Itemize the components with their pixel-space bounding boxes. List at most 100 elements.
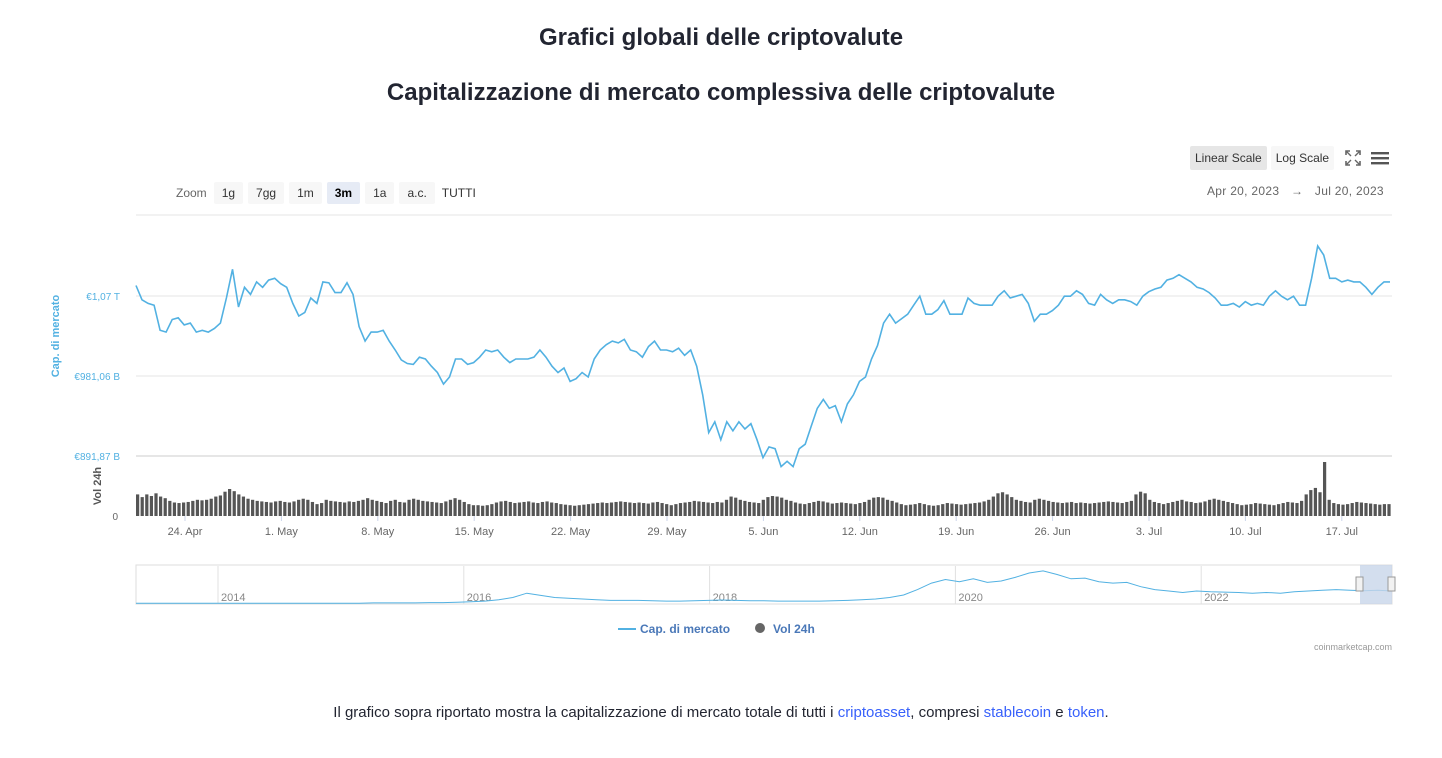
linear-scale-button[interactable]: Linear Scale bbox=[1190, 146, 1267, 170]
volume-bar bbox=[890, 500, 894, 516]
volume-bar bbox=[899, 504, 903, 516]
volume-bar bbox=[1290, 502, 1294, 516]
link-cryptoassets[interactable]: criptoasset bbox=[837, 704, 911, 721]
volume-bar bbox=[605, 503, 609, 516]
volume-bar bbox=[1065, 502, 1069, 516]
volume-bar bbox=[467, 504, 471, 516]
zoom-all-button[interactable]: TUTTI bbox=[441, 186, 476, 200]
volume-bar bbox=[862, 501, 867, 516]
fullscreen-icon[interactable] bbox=[1343, 148, 1363, 168]
volume-bar bbox=[453, 498, 457, 516]
volume-bar bbox=[1161, 504, 1166, 516]
volume-bar bbox=[145, 494, 149, 516]
volume-bar bbox=[1258, 503, 1262, 516]
volume-bar bbox=[444, 501, 448, 516]
volume-bar bbox=[356, 500, 361, 516]
x-tick-label: 10. Jul bbox=[1229, 526, 1261, 538]
volume-bar bbox=[1217, 499, 1221, 516]
volume-bar bbox=[531, 502, 535, 516]
volume-bar bbox=[1069, 501, 1074, 516]
volume-bar bbox=[830, 503, 834, 516]
navigator-left-handle[interactable] bbox=[1355, 576, 1364, 592]
navigator-right-handle[interactable] bbox=[1387, 576, 1396, 592]
volume-bar bbox=[766, 497, 770, 516]
log-scale-button[interactable]: Log Scale bbox=[1270, 146, 1335, 170]
navigator-year-label: 2018 bbox=[713, 592, 737, 604]
volume-bar bbox=[568, 505, 572, 516]
volume-bar bbox=[747, 501, 752, 516]
volume-bar bbox=[1010, 497, 1014, 516]
zoom-7d-button[interactable]: 7gg bbox=[248, 182, 285, 204]
volume-bar bbox=[674, 504, 678, 516]
x-tick-label: 24. Apr bbox=[168, 526, 203, 538]
volume-bar bbox=[136, 494, 140, 516]
volume-bar bbox=[287, 502, 292, 516]
volume-bar bbox=[1051, 501, 1055, 516]
volume-bar bbox=[301, 498, 305, 516]
range-to-input[interactable]: Jul 20, 2023 bbox=[1314, 184, 1384, 198]
zoom-1y-button[interactable]: 1a bbox=[365, 182, 395, 204]
x-tick-label: 3. Jul bbox=[1136, 526, 1162, 538]
zoom-1d-button[interactable]: 1g bbox=[213, 182, 244, 204]
volume-bar bbox=[260, 501, 264, 516]
zoom-ytd-button[interactable]: a.c. bbox=[399, 182, 435, 204]
volume-bar bbox=[1023, 501, 1028, 516]
volume-zero-label: 0 bbox=[112, 512, 118, 523]
chart-credit[interactable]: coinmarketcap.com bbox=[1313, 642, 1392, 652]
volume-bar bbox=[1221, 500, 1225, 516]
volume-bar bbox=[655, 501, 660, 516]
volume-bar bbox=[536, 503, 540, 516]
description-text: Il grafico sopra riportato mostra la cap… bbox=[333, 704, 838, 721]
volume-bar bbox=[1369, 503, 1373, 516]
link-stablecoin[interactable]: stablecoin bbox=[983, 704, 1052, 721]
volume-bar bbox=[352, 501, 356, 516]
legend-item-volume[interactable]: Vol 24h bbox=[773, 622, 815, 636]
volume-bar bbox=[1318, 492, 1322, 516]
volume-bar bbox=[292, 501, 296, 516]
x-tick-label: 5. Jun bbox=[748, 526, 778, 538]
legend-item-market-cap[interactable]: Cap. di mercato bbox=[640, 622, 730, 636]
navigator-year-label: 2020 bbox=[958, 592, 982, 604]
navigator-year-grid: 2014 2016 2018 2020 2022 bbox=[217, 566, 1229, 604]
volume-bar bbox=[1226, 501, 1230, 516]
volume-bar bbox=[757, 503, 761, 516]
volume-bar bbox=[1079, 502, 1083, 516]
volume-bar bbox=[1198, 502, 1202, 516]
volume-bar bbox=[1005, 494, 1009, 516]
volume-bar bbox=[513, 503, 517, 516]
volume-bar bbox=[1106, 501, 1110, 516]
volume-bar bbox=[1309, 490, 1313, 516]
volume-bar bbox=[508, 501, 512, 516]
page-title: Grafici globali delle criptovalute bbox=[538, 24, 904, 51]
volume-bar bbox=[1281, 503, 1285, 516]
range-from-input[interactable]: Apr 20, 2023 bbox=[1207, 184, 1280, 198]
zoom-1m-button[interactable]: 1m bbox=[289, 182, 322, 204]
volume-bar bbox=[559, 504, 563, 516]
x-tick-label: 8. May bbox=[361, 526, 395, 538]
volume-bar bbox=[214, 496, 218, 516]
volume-bar bbox=[269, 502, 273, 516]
volume-bar bbox=[476, 505, 480, 516]
volume-bar bbox=[168, 500, 172, 516]
volume-bar bbox=[333, 501, 338, 516]
volume-bar bbox=[623, 501, 627, 516]
volume-bar bbox=[651, 502, 655, 516]
volume-bar bbox=[1272, 505, 1276, 516]
volume-bar bbox=[1175, 500, 1179, 516]
link-token[interactable]: token bbox=[1067, 704, 1105, 721]
volume-bar bbox=[223, 491, 227, 516]
hamburger-menu-icon[interactable] bbox=[1370, 148, 1390, 168]
volume-bar bbox=[550, 502, 554, 516]
volume-bar bbox=[1134, 494, 1138, 516]
volume-bar bbox=[494, 502, 499, 516]
volume-bar bbox=[642, 503, 646, 516]
navigator-selection[interactable] bbox=[1360, 565, 1392, 604]
volume-bar bbox=[338, 501, 342, 516]
volume-bar bbox=[1345, 504, 1350, 516]
volume-bar bbox=[1373, 504, 1377, 516]
zoom-3m-button[interactable]: 3m bbox=[326, 182, 361, 204]
volume-bar bbox=[697, 501, 701, 516]
volume-bar bbox=[425, 501, 430, 516]
volume-bar bbox=[1000, 492, 1005, 516]
volume-bar bbox=[499, 501, 503, 516]
